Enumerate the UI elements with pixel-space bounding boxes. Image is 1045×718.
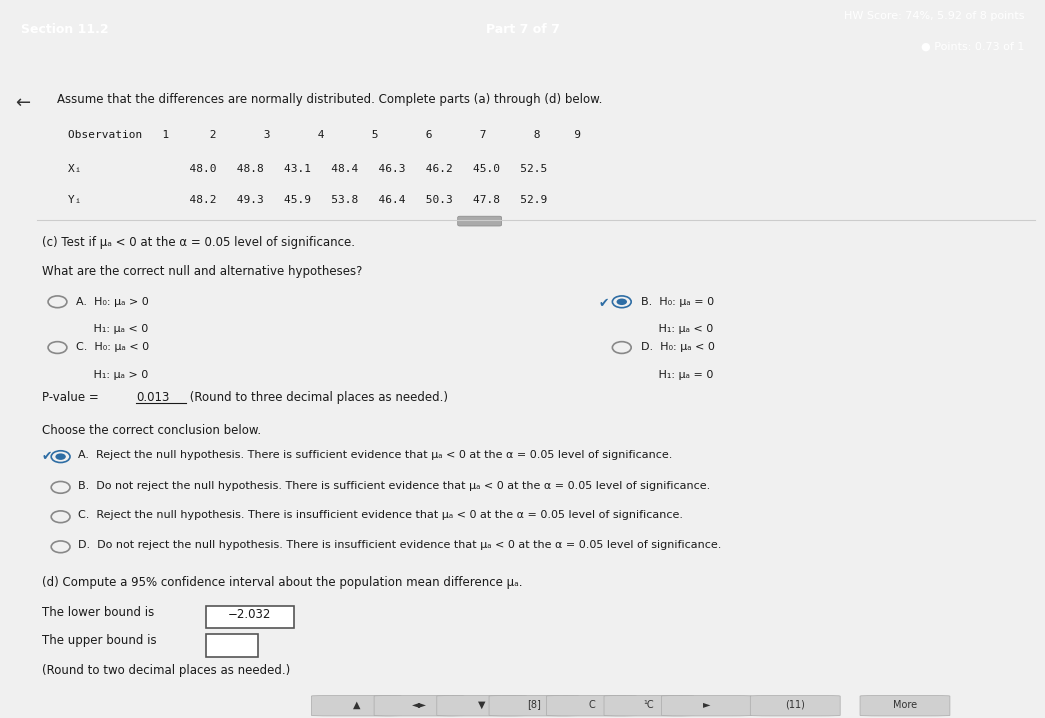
Text: ✔: ✔: [599, 297, 609, 309]
Text: 0.013: 0.013: [136, 391, 169, 404]
Circle shape: [617, 299, 627, 305]
FancyBboxPatch shape: [661, 696, 751, 716]
Text: Yᵢ                48.2   49.3   45.9   53.8   46.4   50.3   47.8   52.9: Yᵢ 48.2 49.3 45.9 53.8 46.4 50.3 47.8 52…: [68, 195, 548, 205]
Text: H₁: μₐ > 0: H₁: μₐ > 0: [76, 370, 148, 380]
Text: (d) Compute a 95% confidence interval about the population mean difference μₐ.: (d) Compute a 95% confidence interval ab…: [42, 576, 522, 589]
FancyBboxPatch shape: [489, 696, 579, 716]
Text: B.  Do not reject the null hypothesis. There is sufficient evidence that μₐ < 0 : B. Do not reject the null hypothesis. Th…: [78, 481, 711, 491]
Text: H₁: μₐ = 0: H₁: μₐ = 0: [641, 370, 713, 380]
Circle shape: [55, 453, 66, 460]
Text: HW Score: 74%, 5.92 of 8 points: HW Score: 74%, 5.92 of 8 points: [843, 11, 1024, 21]
Text: ▼: ▼: [478, 699, 486, 709]
Text: P-value =: P-value =: [42, 391, 102, 404]
FancyBboxPatch shape: [604, 696, 694, 716]
Text: (c) Test if μₐ < 0 at the α = 0.05 level of significance.: (c) Test if μₐ < 0 at the α = 0.05 level…: [42, 236, 355, 249]
Text: A.  Reject the null hypothesis. There is sufficient evidence that μₐ < 0 at the : A. Reject the null hypothesis. There is …: [78, 450, 673, 460]
Text: The lower bound is: The lower bound is: [42, 605, 154, 619]
Text: Section 11.2: Section 11.2: [21, 22, 109, 36]
Text: (Round to three decimal places as needed.): (Round to three decimal places as needed…: [186, 391, 448, 404]
Text: What are the correct null and alternative hypotheses?: What are the correct null and alternativ…: [42, 264, 363, 278]
Text: Part 7 of 7: Part 7 of 7: [486, 22, 559, 36]
Text: More: More: [892, 699, 918, 709]
Text: C: C: [588, 699, 595, 709]
Text: Choose the correct conclusion below.: Choose the correct conclusion below.: [42, 424, 261, 437]
Text: ▲: ▲: [352, 699, 361, 709]
Text: ◄►: ◄►: [412, 699, 426, 709]
Text: Assume that the differences are normally distributed. Complete parts (a) through: Assume that the differences are normally…: [57, 93, 603, 106]
FancyBboxPatch shape: [311, 696, 401, 716]
Text: Xᵢ                48.0   48.8   43.1   48.4   46.3   46.2   45.0   52.5: Xᵢ 48.0 48.8 43.1 48.4 46.3 46.2 45.0 52…: [68, 164, 548, 174]
FancyBboxPatch shape: [458, 216, 502, 226]
FancyBboxPatch shape: [750, 696, 840, 716]
Text: ►: ►: [702, 699, 711, 709]
Text: D.  H₀: μₐ < 0: D. H₀: μₐ < 0: [641, 342, 715, 353]
Text: C.  H₀: μₐ < 0: C. H₀: μₐ < 0: [76, 342, 149, 353]
Text: −2.032: −2.032: [228, 608, 272, 621]
Text: ←: ←: [16, 94, 30, 112]
FancyBboxPatch shape: [860, 696, 950, 716]
Text: (Round to two decimal places as needed.): (Round to two decimal places as needed.): [42, 664, 291, 677]
Text: H₁: μₐ < 0: H₁: μₐ < 0: [641, 324, 713, 334]
Text: ¹C: ¹C: [644, 699, 654, 709]
FancyBboxPatch shape: [206, 605, 294, 628]
Text: D.  Do not reject the null hypothesis. There is insufficient evidence that μₐ < : D. Do not reject the null hypothesis. Th…: [78, 540, 722, 550]
FancyBboxPatch shape: [374, 696, 464, 716]
Text: C.  Reject the null hypothesis. There is insufficient evidence that μₐ < 0 at th: C. Reject the null hypothesis. There is …: [78, 510, 683, 521]
Text: ✔: ✔: [42, 450, 52, 463]
FancyBboxPatch shape: [437, 696, 527, 716]
Text: ● Points: 0.73 of 1: ● Points: 0.73 of 1: [921, 42, 1024, 52]
FancyBboxPatch shape: [206, 635, 258, 657]
Text: [8]: [8]: [527, 699, 541, 709]
FancyBboxPatch shape: [547, 696, 636, 716]
Text: H₁: μₐ < 0: H₁: μₐ < 0: [76, 324, 148, 334]
Text: (11): (11): [785, 699, 806, 709]
Text: The upper bound is: The upper bound is: [42, 635, 157, 648]
Text: B.  H₀: μₐ = 0: B. H₀: μₐ = 0: [641, 297, 714, 307]
Text: A.  H₀: μₐ > 0: A. H₀: μₐ > 0: [76, 297, 149, 307]
Text: Observation   1      2       3       4       5       6       7       8     9: Observation 1 2 3 4 5 6 7 8 9: [68, 130, 581, 140]
